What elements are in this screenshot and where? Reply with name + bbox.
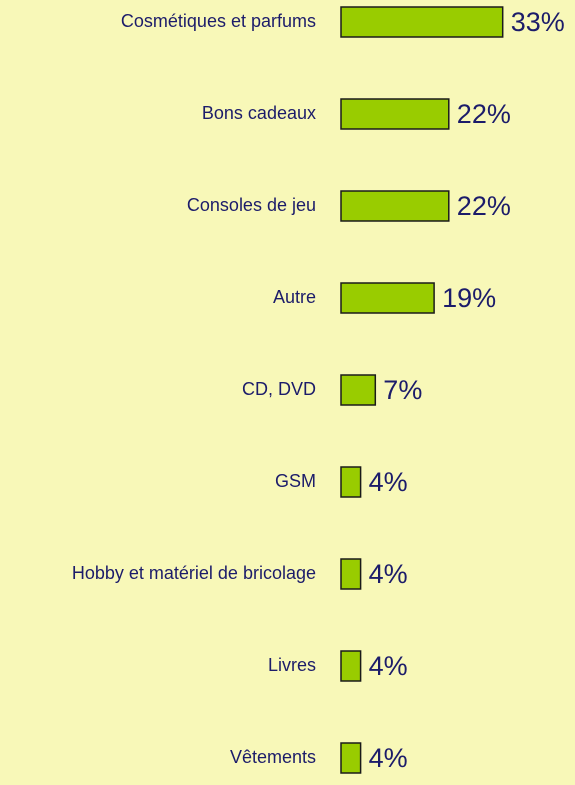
category-label: Cosmétiques et parfums bbox=[121, 11, 316, 31]
value-label: 19% bbox=[442, 283, 496, 313]
category-label: Hobby et matériel de bricolage bbox=[72, 563, 316, 583]
value-label: 22% bbox=[457, 191, 511, 221]
value-label: 4% bbox=[369, 467, 408, 497]
value-label: 7% bbox=[383, 375, 422, 405]
category-label: Autre bbox=[273, 287, 316, 307]
category-label: Vêtements bbox=[230, 747, 316, 767]
value-label: 4% bbox=[369, 559, 408, 589]
bar bbox=[340, 282, 435, 314]
bar bbox=[340, 650, 362, 682]
bar bbox=[340, 6, 504, 38]
category-label: CD, DVD bbox=[242, 379, 316, 399]
bar bbox=[340, 98, 450, 130]
bar bbox=[340, 558, 362, 590]
value-label: 33% bbox=[511, 7, 565, 37]
bar bbox=[340, 466, 362, 498]
category-label: Livres bbox=[268, 655, 316, 675]
value-label: 4% bbox=[369, 743, 408, 773]
value-label: 4% bbox=[369, 651, 408, 681]
bar bbox=[340, 190, 450, 222]
value-label: 22% bbox=[457, 99, 511, 129]
category-label: GSM bbox=[275, 471, 316, 491]
category-label: Consoles de jeu bbox=[187, 195, 316, 215]
bar bbox=[340, 742, 362, 774]
category-label: Bons cadeaux bbox=[202, 103, 316, 123]
bar bbox=[340, 374, 377, 406]
